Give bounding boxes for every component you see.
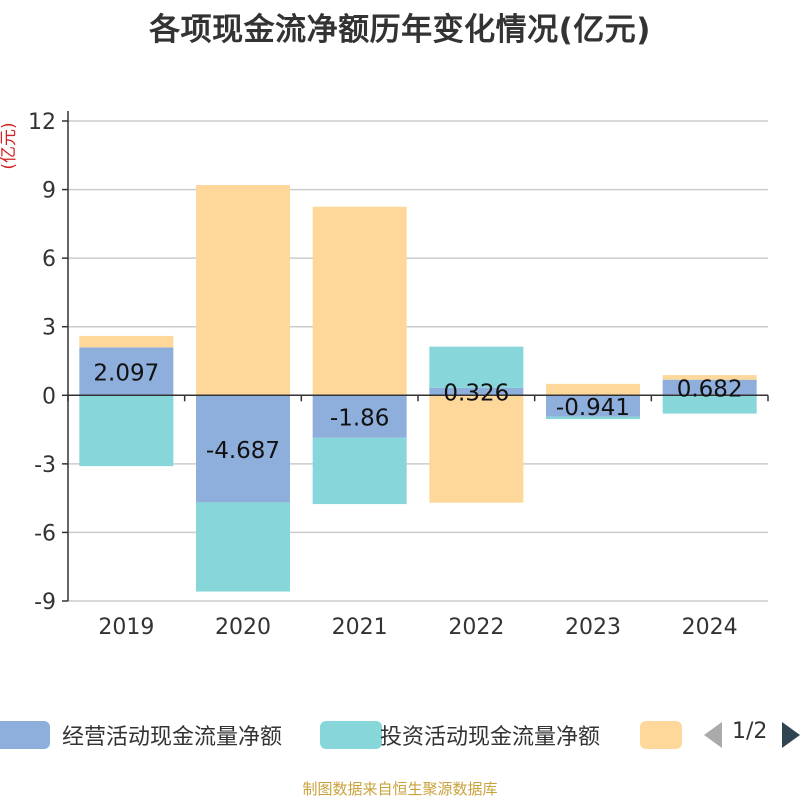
bar-3-2021[interactable] [312,206,407,396]
bar-3-2023[interactable] [546,383,640,396]
data-label: 2.097 [93,360,159,386]
x-tick-label: 2023 [565,615,621,640]
x-tick-label: 2022 [448,615,504,640]
bar-1-2024[interactable] [662,379,757,396]
y-tick-label: 0 [42,384,56,409]
bar-1-2020[interactable] [196,395,290,503]
data-label: -1.86 [330,406,390,432]
y-tick-label: 6 [42,247,56,272]
x-tick-label: 2019 [98,615,154,640]
pager-text: 1/2 [732,719,768,744]
bar-3-2024[interactable] [662,375,757,380]
data-label: 0.682 [677,376,743,402]
legend-item-investing[interactable]: 投资活动现金流量净额 [320,716,640,752]
source-note: 制图数据来自恒生聚源数据库 [302,780,498,798]
y-tick-label: -3 [34,453,56,478]
x-tick-label: 2024 [682,615,738,640]
bar-3-2020[interactable] [196,185,290,396]
data-label: -0.941 [556,395,630,421]
bar-2-2023[interactable] [546,416,640,420]
x-tick-label: 2021 [332,615,388,640]
bar-2-2022[interactable] [429,346,524,388]
pager-next-icon[interactable] [782,722,800,748]
bar-2-2021[interactable] [312,437,407,505]
bar-1-2021[interactable] [312,395,407,438]
bar-1-2023[interactable] [546,395,640,417]
y-tick-label: 3 [42,316,56,341]
data-label: -4.687 [206,438,280,464]
y-tick-label: -6 [34,521,56,546]
legend: 经营活动现金流量净额 投资活动现金流量净额 1/2 [0,716,800,752]
y-tick-label: -9 [34,590,56,615]
legend-swatch-operating [0,721,50,749]
legend-item-financing[interactable] [640,716,690,752]
chart-title: 各项现金流净额历年变化情况(亿元) [149,12,651,48]
legend-pager: 1/2 [700,716,800,752]
y-tick-label: 9 [42,179,56,204]
legend-item-operating[interactable]: 经营活动现金流量净额 [0,716,310,752]
legend-label-operating: 经营活动现金流量净额 [62,725,283,750]
bar-3-2019[interactable] [79,335,174,348]
bar-2-2020[interactable] [196,502,290,592]
y-tick-label: 12 [28,110,56,135]
x-tick-label: 2020 [215,615,271,640]
bar-2-2024[interactable] [662,395,757,414]
legend-swatch-investing [320,721,382,749]
bar-3-2022[interactable] [429,395,524,503]
legend-label-investing: 投资活动现金流量净额 [380,725,601,750]
data-label: 0.326 [443,381,509,407]
pager-prev-icon[interactable] [704,722,722,748]
bar-2-2019[interactable] [79,395,174,467]
bar-1-2022[interactable] [429,387,524,396]
legend-swatch-financing [640,721,682,749]
y-axis-label: (亿元) [0,122,19,169]
bar-1-2019[interactable] [79,347,174,396]
